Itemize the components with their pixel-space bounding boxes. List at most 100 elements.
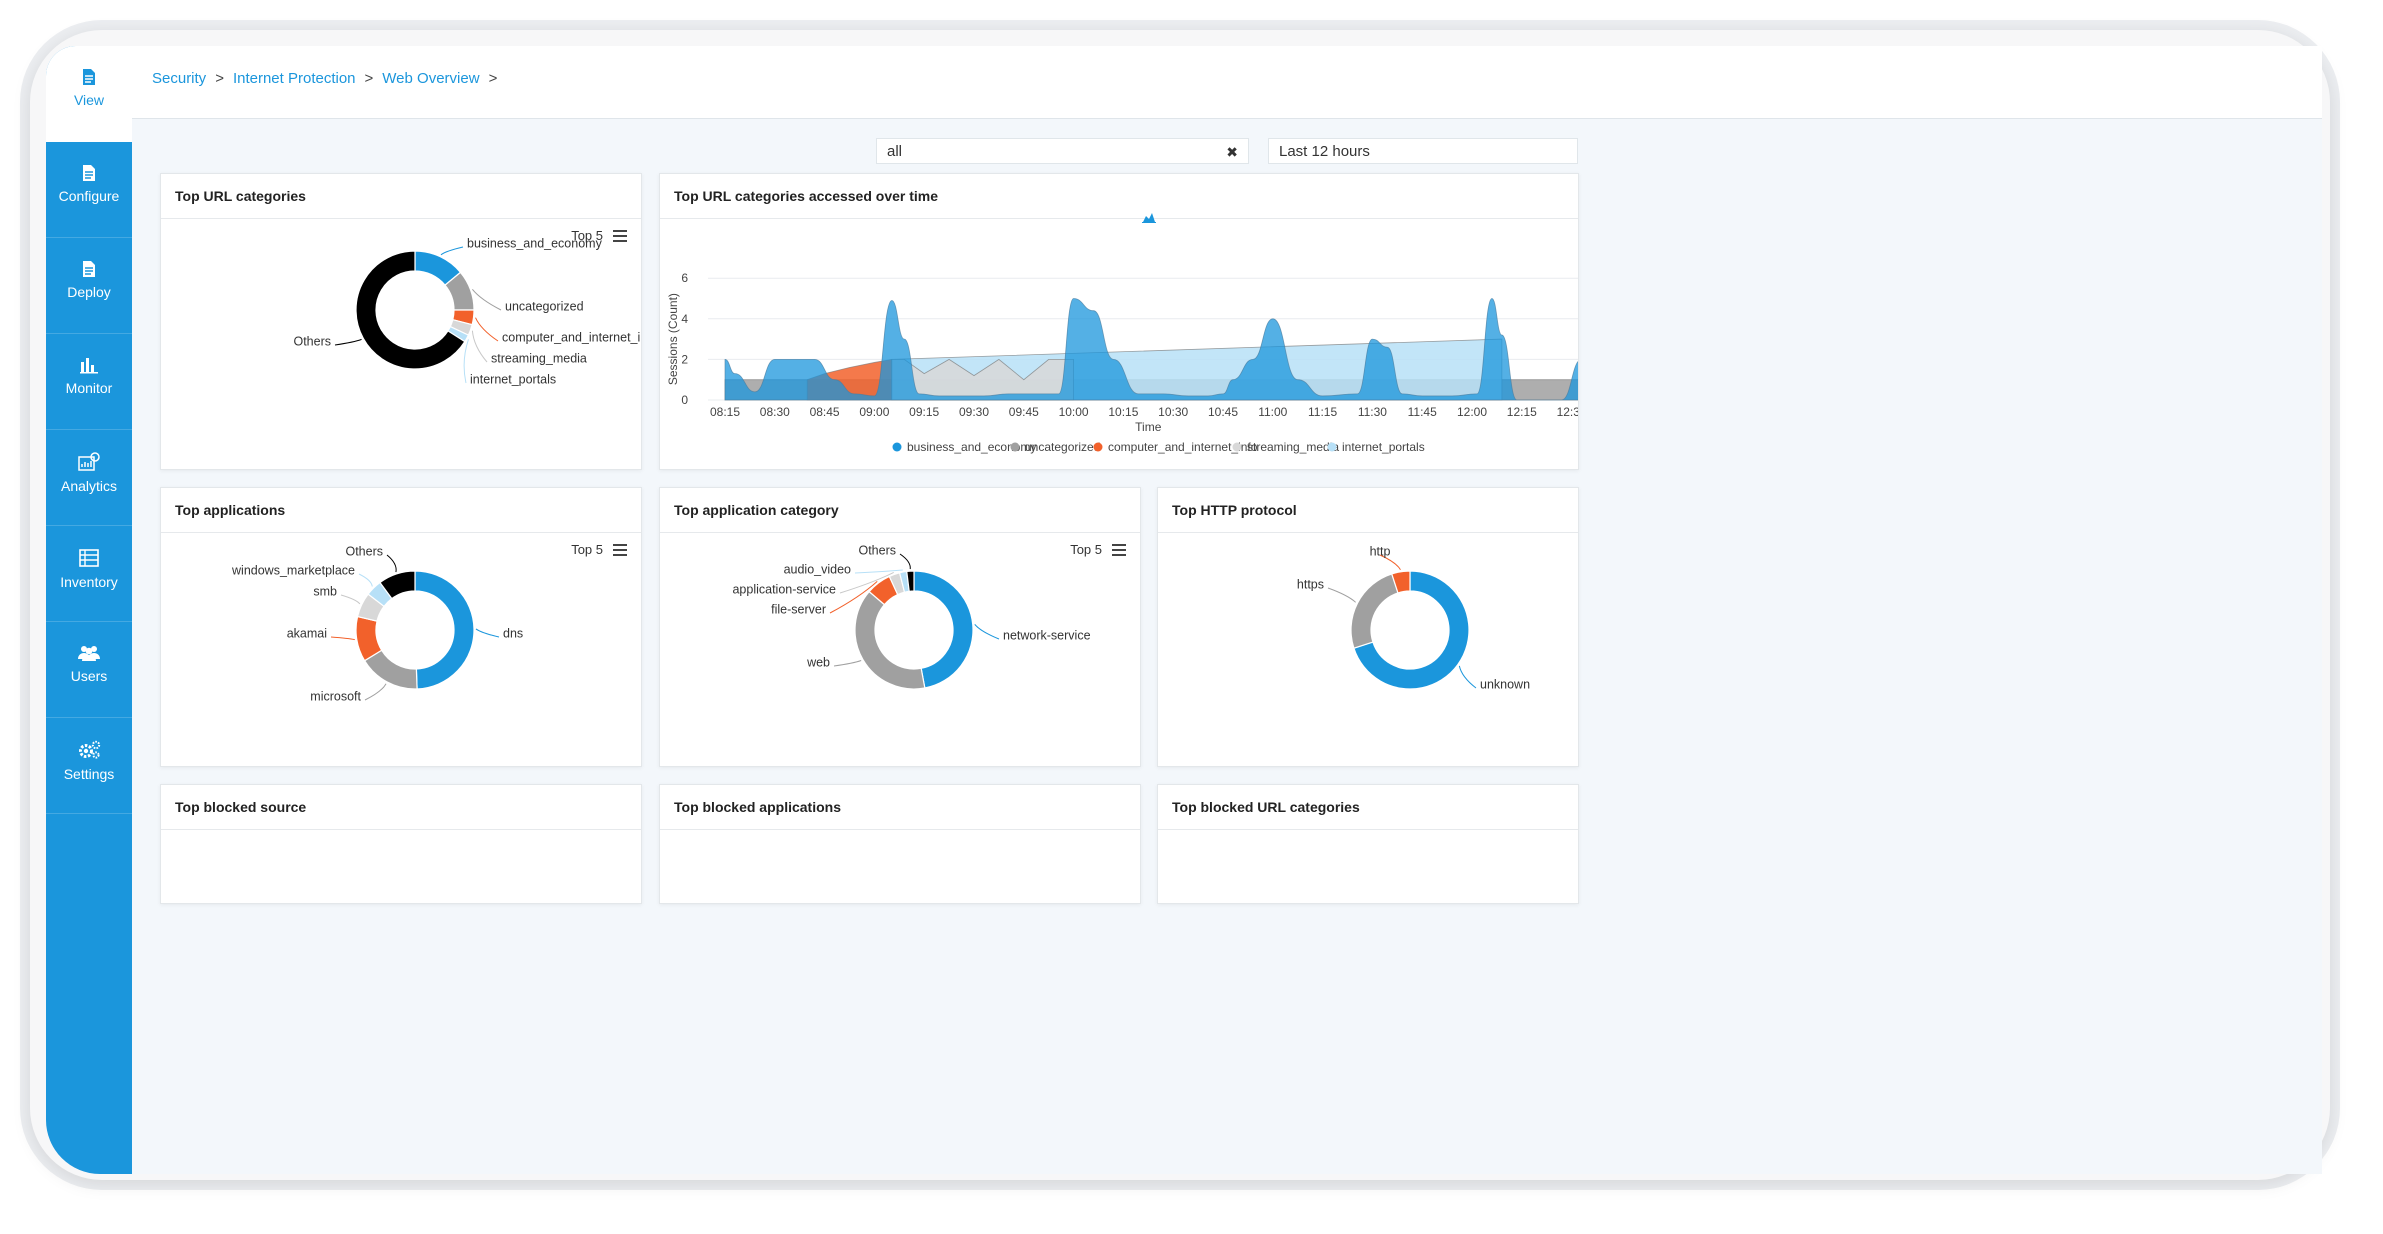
- slice-others[interactable]: [355, 250, 466, 370]
- connector-computer-and-internet-info: [475, 317, 499, 342]
- donut-chart-top-applications: dns microsoft akamai smb windows_marketplace…: [231, 544, 523, 703]
- sidebar-item-label: Deploy: [67, 284, 111, 300]
- sidebar-item-label: Configure: [58, 188, 120, 204]
- sidebar-item-monitor[interactable]: Monitor: [46, 334, 132, 430]
- area-business-and-economy[interactable]: [724, 298, 1579, 401]
- sidebar-item-settings[interactable]: Settings: [46, 718, 132, 814]
- connector-streaming-media: [471, 330, 488, 363]
- connector-microsoft: [364, 683, 387, 701]
- sidebar-item-configure[interactable]: Configure: [46, 142, 132, 238]
- card-title: Top blocked URL categories: [1172, 799, 1360, 815]
- label-audio-video: audio_video: [784, 562, 851, 576]
- sidebar-item-label: Inventory: [60, 574, 118, 590]
- x-tick-label: 11:00: [1258, 405, 1287, 419]
- sidebar-item-inventory[interactable]: Inventory: [46, 526, 132, 622]
- label-network-service: network-service: [1003, 628, 1091, 642]
- y-tick-label: 0: [681, 393, 688, 407]
- legend-label: uncategorized: [1025, 440, 1100, 454]
- slice-others[interactable]: [906, 570, 915, 592]
- legend-label: business_and_economy: [907, 440, 1036, 454]
- top-n-label: Top 5: [571, 228, 603, 243]
- slice-http[interactable]: [1391, 570, 1411, 594]
- breadcrumb-internet-protection[interactable]: Internet Protection: [232, 70, 356, 87]
- legend-item-computer-and-internet-info[interactable]: computer_and_internet_info: [1093, 440, 1258, 454]
- slice-https[interactable]: [1350, 573, 1399, 649]
- card-title: Top application category: [674, 502, 839, 518]
- sidebar-item-users[interactable]: Users: [46, 622, 132, 718]
- label-smb: smb: [313, 584, 337, 598]
- legend-marker: [1010, 442, 1020, 452]
- divider: [161, 532, 641, 533]
- label-uncategorized: uncategorized: [505, 299, 584, 313]
- sidebar-item-analytics[interactable]: Analytics: [46, 430, 132, 526]
- hamburger-menu-icon[interactable]: [613, 543, 627, 556]
- donut-chart-top-url-categories: business_and_economy uncategorized compute…: [293, 236, 641, 386]
- top-n-label: Top 5: [571, 542, 603, 557]
- breadcrumb-separator: >: [488, 70, 498, 87]
- connector-http: [1379, 554, 1401, 571]
- card-title: Top blocked applications: [674, 799, 841, 815]
- slice-dns[interactable]: [414, 570, 475, 690]
- top-n-label: Top 5: [1070, 542, 1102, 557]
- slice-web[interactable]: [854, 590, 926, 690]
- card-top-application-category: Top application category Top 5 network-s…: [659, 487, 1141, 767]
- x-tick-label: 11:30: [1358, 405, 1387, 419]
- card-top-http-protocol: Top HTTP protocol unknown https http: [1157, 487, 1579, 767]
- connector-dns: [475, 628, 500, 638]
- legend-marker: [1327, 442, 1337, 452]
- x-tick-label: 10:30: [1158, 405, 1188, 419]
- slice-network-service[interactable]: [913, 570, 974, 689]
- x-tick-label: 11:15: [1308, 405, 1337, 419]
- users-icon: [78, 646, 100, 661]
- legend-label: internet_portals: [1342, 440, 1425, 454]
- legend-label: computer_and_internet_info: [1108, 440, 1258, 454]
- donut-chart-top-http-protocol: unknown https http: [1297, 544, 1530, 691]
- area-chart-url-categories: 0 2 4 6 08:15 08:30 08:45 09:00 09:15 09:30 09:45 1…: [666, 271, 1579, 454]
- legend-label: streaming_media: [1247, 440, 1339, 454]
- breadcrumb-web-overview[interactable]: Web Overview: [382, 70, 480, 87]
- bar-chart-icon: [80, 358, 98, 374]
- divider: [161, 218, 641, 219]
- time-range-select[interactable]: Last 12 hours: [1268, 138, 1578, 164]
- legend-item-business-and-economy[interactable]: business_and_economy: [892, 440, 1037, 454]
- x-tick-label: 08:15: [710, 405, 740, 419]
- card-title: Top URL categories: [175, 188, 306, 204]
- breadcrumb: Security > Internet Protection > Web Overvie…: [152, 70, 506, 87]
- x-tick-label: 12:00: [1457, 405, 1487, 419]
- label-https: https: [1297, 577, 1324, 591]
- x-axis-label: Time: [1135, 420, 1162, 434]
- legend-item-streaming-media[interactable]: streaming_media: [1232, 440, 1340, 454]
- analytics-icon: [78, 452, 100, 471]
- hamburger-menu-icon[interactable]: [613, 229, 627, 242]
- x-tick-label: 10:00: [1059, 405, 1089, 419]
- card-title: Top applications: [175, 502, 286, 518]
- connector-others: [334, 338, 362, 346]
- hamburger-menu-icon[interactable]: [1112, 543, 1126, 556]
- label-business-and-economy: business_and_economy: [467, 236, 603, 250]
- donut-chart-top-application-category: network-service web file-server application…: [732, 543, 1091, 690]
- legend-marker: [1093, 442, 1103, 452]
- label-dns: dns: [503, 626, 523, 640]
- sidebar-item-deploy[interactable]: Deploy: [46, 238, 132, 334]
- breadcrumb-security[interactable]: Security: [152, 70, 207, 87]
- top-n-menu[interactable]: Top 5: [571, 228, 627, 243]
- label-others: Others: [345, 544, 383, 558]
- area-chart-icon[interactable]: [1142, 211, 1156, 223]
- sidebar-item-view[interactable]: View: [46, 46, 132, 142]
- x-tick-label: 09:30: [959, 405, 989, 419]
- legend-item-uncategorized[interactable]: uncategorized: [1010, 440, 1101, 454]
- connector-others: [899, 553, 911, 570]
- legend-item-internet-portals[interactable]: internet_portals: [1327, 440, 1425, 454]
- slice-unknown[interactable]: [1353, 570, 1470, 690]
- breadcrumb-separator: >: [215, 70, 224, 87]
- breadcrumb-separator: >: [364, 70, 374, 87]
- sidebar: View Configure Deploy Monitor: [46, 46, 132, 1174]
- top-n-menu[interactable]: Top 5: [571, 542, 627, 557]
- search-filter-input[interactable]: all ✖: [876, 138, 1249, 164]
- connector-unknown: [1458, 665, 1477, 689]
- top-n-menu[interactable]: Top 5: [1070, 542, 1126, 557]
- slice-others[interactable]: [379, 570, 416, 600]
- connector-file-server: [829, 580, 878, 614]
- app-screen: View Configure Deploy Monitor: [46, 46, 2322, 1174]
- clear-icon[interactable]: ✖: [1226, 144, 1238, 160]
